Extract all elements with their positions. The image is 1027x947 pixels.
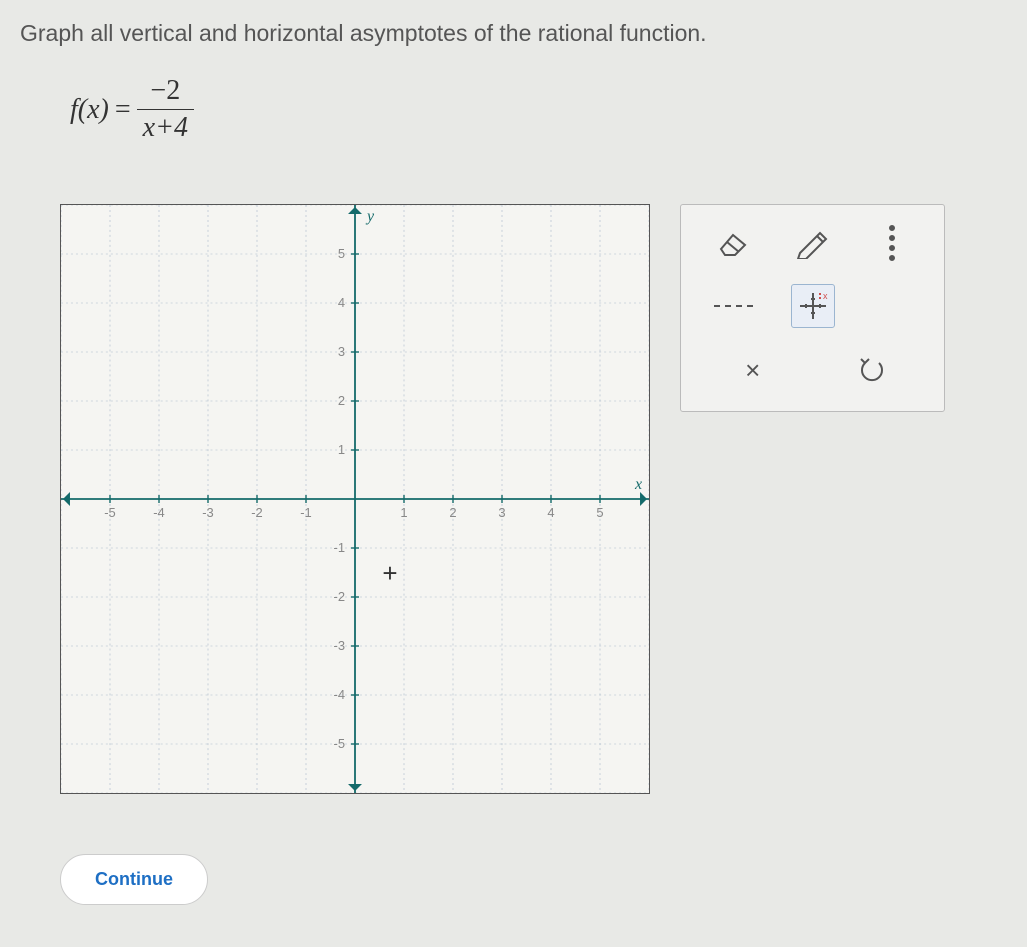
svg-text:-2: -2 — [251, 505, 263, 520]
svg-text:4: 4 — [547, 505, 554, 520]
formula: f(x) = −2 x+4 — [70, 75, 1007, 144]
svg-text:-5: -5 — [334, 736, 346, 751]
undo-button[interactable] — [842, 345, 902, 395]
close-button[interactable]: × — [723, 345, 783, 395]
dashed-line-icon[interactable] — [706, 281, 766, 331]
svg-text:-2: -2 — [334, 589, 346, 604]
svg-text:3: 3 — [338, 344, 345, 359]
svg-text:5: 5 — [338, 246, 345, 261]
svg-text:1: 1 — [400, 505, 407, 520]
graph-canvas[interactable]: -5 -4 -3 -2 -1 1 2 3 4 5 -5 -4 -3 -2 -1 1 2 3 4 5 y x + — [60, 204, 650, 794]
formula-denominator: x+4 — [137, 109, 194, 144]
svg-text:y: y — [365, 208, 375, 225]
eraser-icon[interactable] — [703, 217, 763, 267]
formula-eq: = — [115, 94, 131, 126]
svg-text:5: 5 — [596, 505, 603, 520]
question-text: Graph all vertical and horizontal asympt… — [20, 20, 1007, 47]
svg-text:x: x — [823, 291, 828, 301]
svg-text:2: 2 — [449, 505, 456, 520]
toolbox: x × — [680, 204, 945, 412]
svg-text:-3: -3 — [334, 638, 346, 653]
continue-button[interactable]: Continue — [60, 854, 208, 905]
svg-text:3: 3 — [498, 505, 505, 520]
svg-text:-1: -1 — [300, 505, 312, 520]
formula-numerator: −2 — [144, 75, 186, 109]
graph-svg: -5 -4 -3 -2 -1 1 2 3 4 5 -5 -4 -3 -2 -1 1 2 3 4 5 y x — [61, 205, 649, 793]
pencil-icon[interactable] — [782, 217, 842, 267]
dotted-vline-icon[interactable] — [862, 217, 922, 267]
close-icon: × — [745, 355, 760, 386]
svg-text:4: 4 — [338, 295, 345, 310]
svg-text:1: 1 — [338, 442, 345, 457]
svg-text:-3: -3 — [202, 505, 214, 520]
svg-text:-1: -1 — [334, 540, 346, 555]
grid-zoom-icon[interactable]: x — [791, 284, 835, 328]
graph-cursor-icon: + — [382, 558, 397, 589]
svg-text:2: 2 — [338, 393, 345, 408]
svg-text:x: x — [634, 476, 642, 493]
svg-text:-5: -5 — [104, 505, 116, 520]
svg-text:-4: -4 — [334, 687, 346, 702]
formula-lhs: f(x) — [70, 94, 109, 126]
svg-text:-4: -4 — [153, 505, 165, 520]
